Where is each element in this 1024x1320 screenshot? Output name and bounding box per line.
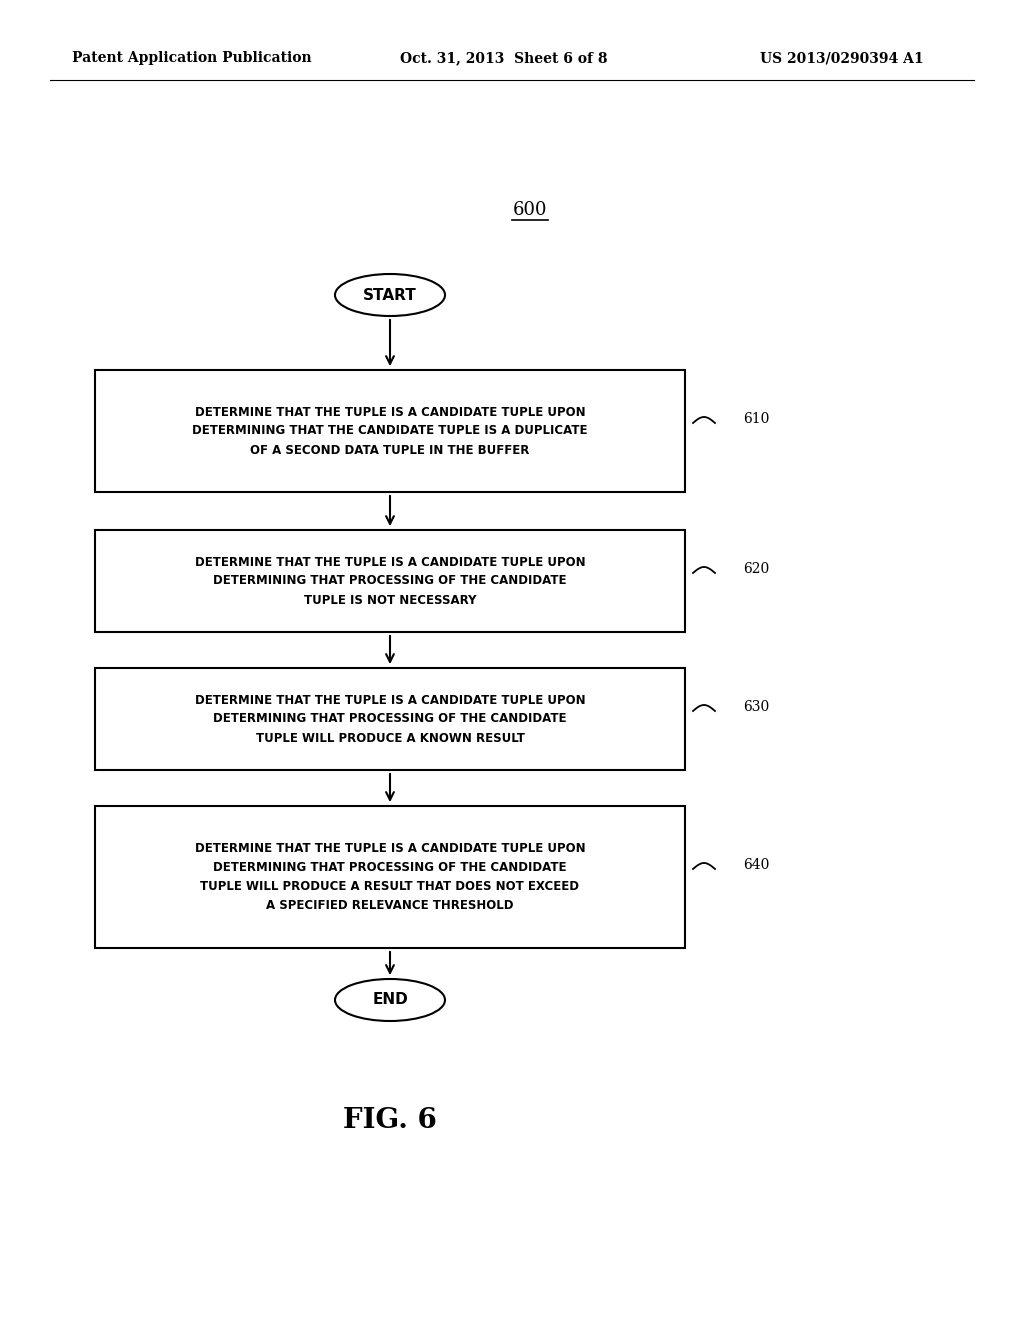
Text: TUPLE WILL PRODUCE A KNOWN RESULT: TUPLE WILL PRODUCE A KNOWN RESULT xyxy=(256,731,524,744)
Text: DETERMINING THAT PROCESSING OF THE CANDIDATE: DETERMINING THAT PROCESSING OF THE CANDI… xyxy=(213,574,566,587)
Ellipse shape xyxy=(335,979,445,1020)
Text: 620: 620 xyxy=(743,562,769,576)
Text: DETERMINE THAT THE TUPLE IS A CANDIDATE TUPLE UPON: DETERMINE THAT THE TUPLE IS A CANDIDATE … xyxy=(195,842,586,855)
Text: DETERMINING THAT PROCESSING OF THE CANDIDATE: DETERMINING THAT PROCESSING OF THE CANDI… xyxy=(213,861,566,874)
Text: 600: 600 xyxy=(513,201,547,219)
Ellipse shape xyxy=(335,275,445,315)
FancyBboxPatch shape xyxy=(95,370,685,492)
Text: START: START xyxy=(364,288,417,302)
Text: END: END xyxy=(372,993,408,1007)
FancyBboxPatch shape xyxy=(95,531,685,632)
Text: Oct. 31, 2013  Sheet 6 of 8: Oct. 31, 2013 Sheet 6 of 8 xyxy=(400,51,607,65)
Text: Patent Application Publication: Patent Application Publication xyxy=(72,51,311,65)
Text: DETERMINING THAT PROCESSING OF THE CANDIDATE: DETERMINING THAT PROCESSING OF THE CANDI… xyxy=(213,713,566,726)
Text: 610: 610 xyxy=(743,412,769,426)
FancyBboxPatch shape xyxy=(95,668,685,770)
Text: 630: 630 xyxy=(743,700,769,714)
Text: TUPLE IS NOT NECESSARY: TUPLE IS NOT NECESSARY xyxy=(304,594,476,606)
Text: DETERMINE THAT THE TUPLE IS A CANDIDATE TUPLE UPON: DETERMINE THAT THE TUPLE IS A CANDIDATE … xyxy=(195,556,586,569)
Text: DETERMINING THAT THE CANDIDATE TUPLE IS A DUPLICATE: DETERMINING THAT THE CANDIDATE TUPLE IS … xyxy=(193,425,588,437)
FancyBboxPatch shape xyxy=(95,807,685,948)
Text: FIG. 6: FIG. 6 xyxy=(343,1106,437,1134)
Text: DETERMINE THAT THE TUPLE IS A CANDIDATE TUPLE UPON: DETERMINE THAT THE TUPLE IS A CANDIDATE … xyxy=(195,405,586,418)
Text: OF A SECOND DATA TUPLE IN THE BUFFER: OF A SECOND DATA TUPLE IN THE BUFFER xyxy=(250,444,529,457)
Text: TUPLE WILL PRODUCE A RESULT THAT DOES NOT EXCEED: TUPLE WILL PRODUCE A RESULT THAT DOES NO… xyxy=(201,880,580,894)
Text: A SPECIFIED RELEVANCE THRESHOLD: A SPECIFIED RELEVANCE THRESHOLD xyxy=(266,899,514,912)
Text: 640: 640 xyxy=(743,858,769,873)
Text: US 2013/0290394 A1: US 2013/0290394 A1 xyxy=(760,51,924,65)
Text: DETERMINE THAT THE TUPLE IS A CANDIDATE TUPLE UPON: DETERMINE THAT THE TUPLE IS A CANDIDATE … xyxy=(195,693,586,706)
